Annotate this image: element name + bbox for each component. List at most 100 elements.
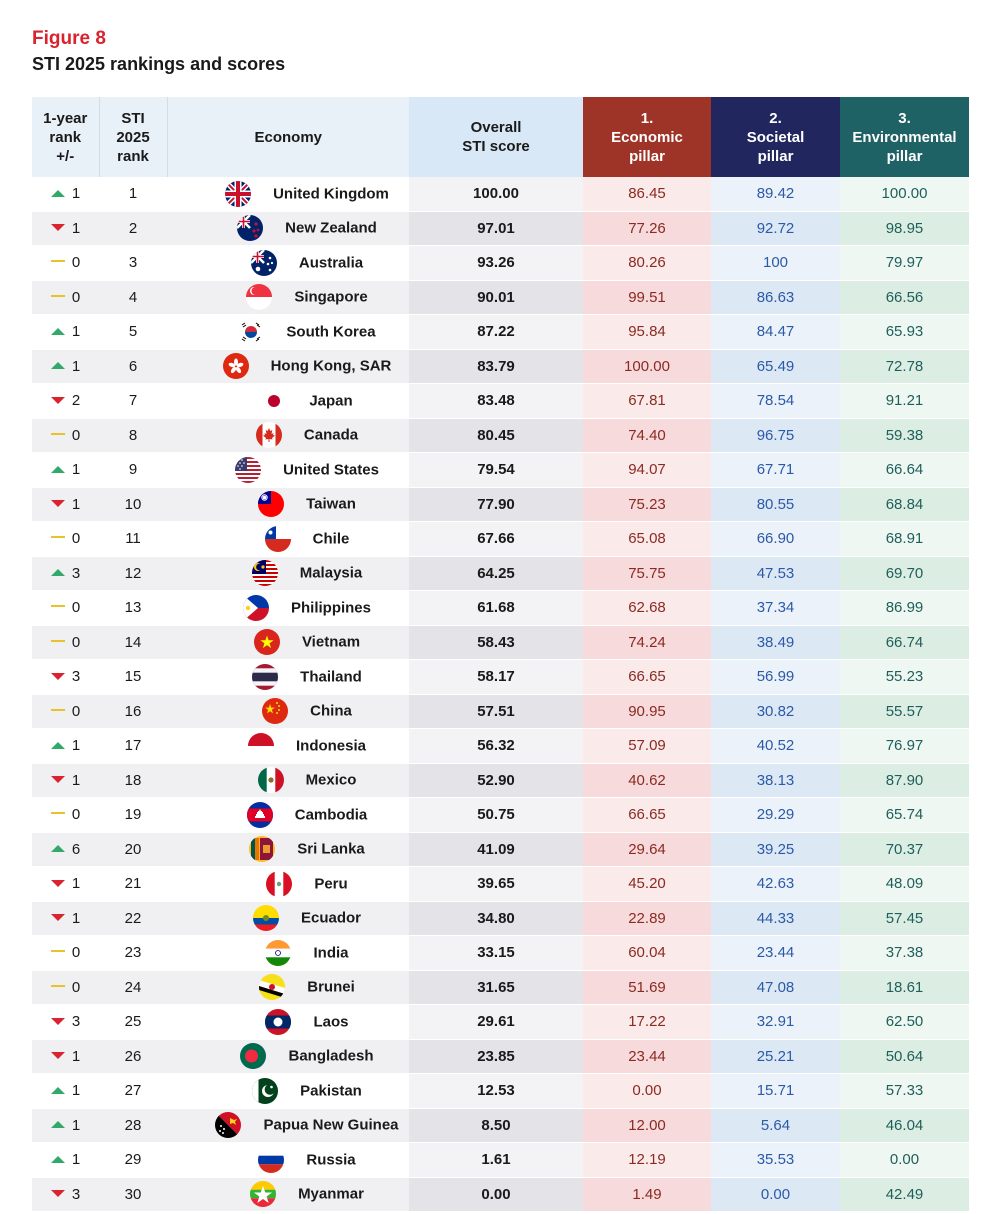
economy-cell: Philippines: [167, 590, 409, 626]
overall-score-cell: 31.65: [409, 970, 583, 1005]
rank-change-value: 1: [71, 323, 81, 341]
overall-score-cell: 90.01: [409, 280, 583, 315]
rank-change-cell: 0: [32, 590, 99, 626]
overall-score-cell: 39.65: [409, 866, 583, 902]
economy-name: Ecuador: [300, 909, 361, 927]
overall-score-cell: 50.75: [409, 797, 583, 833]
rank-change-value: 0: [71, 288, 81, 306]
rank-change-value: 0: [71, 806, 81, 824]
economic-pillar-cell: 95.84: [583, 314, 711, 350]
table-row: 1 9 United States 79.54 94.07 67.71 66.64: [32, 452, 969, 488]
rank-change-cell: 3: [32, 556, 99, 591]
societal-pillar-cell: 35.53: [711, 1142, 840, 1178]
economic-pillar-cell: 40.62: [583, 763, 711, 798]
chile-flag-icon: [264, 525, 291, 552]
rank-change-value: 1: [71, 357, 81, 375]
overall-score-cell: 34.80: [409, 901, 583, 936]
header-text: 2025: [116, 128, 150, 146]
economic-pillar-cell: 66.65: [583, 797, 711, 833]
header-text: pillar: [757, 147, 794, 165]
table-row: 1 27 Pakistan 12.53 0.00 15.71 57.33: [32, 1073, 969, 1109]
environmental-pillar-cell: 68.91: [840, 521, 969, 557]
up-arrow-icon: [50, 1086, 65, 1094]
environmental-pillar-cell: 66.56: [840, 280, 969, 315]
economy-name: Malaysia: [299, 564, 363, 582]
economic-pillar-cell: 60.04: [583, 935, 711, 971]
economic-pillar-cell: 51.69: [583, 970, 711, 1005]
societal-pillar-cell: 39.25: [711, 832, 840, 867]
header-text: STI: [121, 109, 145, 127]
header-societal-pillar: 2. Societal pillar: [711, 97, 840, 177]
down-arrow-icon: [50, 776, 65, 784]
economy-name: Singapore: [294, 288, 368, 306]
overall-score-cell: 0.00: [409, 1177, 583, 1212]
hong-kong-flag-icon: [222, 353, 249, 380]
table-row: 3 25 Laos 29.61 17.22 32.91 62.50: [32, 1004, 969, 1040]
table-row: 1 1 United Kingdom 100.00 86.45 89.42 100.00: [32, 177, 969, 212]
economy-cell: Hong Kong, SAR: [167, 349, 409, 384]
overall-score-cell: 61.68: [409, 590, 583, 626]
philippines-flag-icon: [242, 594, 269, 621]
table-row: 1 6 Hong Kong, SAR 83.79 100.00 65.49 72.78: [32, 349, 969, 384]
header-economy: Economy: [167, 97, 409, 177]
rank-change-value: 1: [71, 1151, 81, 1169]
economic-pillar-cell: 45.20: [583, 866, 711, 902]
down-arrow-icon: [50, 879, 65, 887]
economic-pillar-cell: 17.22: [583, 1004, 711, 1040]
thailand-flag-icon: [252, 663, 279, 690]
economy-name: Pakistan: [300, 1082, 362, 1100]
societal-pillar-cell: 32.91: [711, 1004, 840, 1040]
societal-pillar-cell: 29.29: [711, 797, 840, 833]
overall-score-cell: 67.66: [409, 521, 583, 557]
economy-name: Taiwan: [306, 495, 356, 513]
malaysia-flag-icon: [251, 560, 278, 587]
sti-rank-cell: 21: [99, 866, 167, 902]
sti-rank-cell: 3: [99, 245, 167, 281]
sti-rank-cell: 14: [99, 625, 167, 660]
environmental-pillar-cell: 66.64: [840, 452, 969, 488]
header-row: 1-year rank +/- STI 2025 rank Economy Ov…: [32, 97, 969, 177]
economic-pillar-cell: 100.00: [583, 349, 711, 384]
header-text: STI score: [462, 138, 530, 155]
table-row: 0 19 Cambodia 50.75 66.65 29.29 65.74: [32, 797, 969, 833]
environmental-pillar-cell: 69.70: [840, 556, 969, 591]
economy-cell: Myanmar: [167, 1177, 409, 1212]
figure-label: Figure 8: [32, 28, 106, 49]
header-economic-pillar: 1. Economic pillar: [583, 97, 711, 177]
up-arrow-icon: [50, 465, 65, 473]
economic-pillar-cell: 77.26: [583, 211, 711, 246]
societal-pillar-cell: 66.90: [711, 521, 840, 557]
header-rank-change: 1-year rank +/-: [32, 97, 100, 177]
economy-name: Australia: [298, 254, 364, 272]
economy-cell: United Kingdom: [167, 177, 409, 212]
rank-change-value: 1: [71, 875, 81, 893]
economic-pillar-cell: 66.65: [583, 659, 711, 695]
environmental-pillar-cell: 18.61: [840, 970, 969, 1005]
rank-change-value: 6: [71, 840, 81, 858]
economy-name: Canada: [303, 426, 359, 444]
societal-pillar-cell: 5.64: [711, 1108, 840, 1143]
no-change-icon: [50, 812, 65, 815]
economy-name: Indonesia: [295, 737, 366, 755]
header-text: Overall: [470, 119, 522, 136]
economic-pillar-cell: 90.95: [583, 694, 711, 729]
environmental-pillar-cell: 50.64: [840, 1039, 969, 1074]
down-arrow-icon: [50, 672, 65, 680]
economy-cell: Thailand: [167, 659, 409, 695]
sti-rank-cell: 22: [99, 901, 167, 936]
sti-rank-cell: 30: [99, 1177, 167, 1212]
overall-score-cell: 77.90: [409, 487, 583, 522]
rank-change-value: 0: [71, 426, 81, 444]
economy-cell: Ecuador: [167, 901, 409, 936]
header-sti-rank: STI 2025 rank: [99, 97, 168, 177]
economy-name: Japan: [309, 392, 353, 410]
table-row: 2 7 Japan 83.48 67.81 78.54 91.21: [32, 383, 969, 419]
environmental-pillar-cell: 91.21: [840, 383, 969, 419]
rank-change-cell: 2: [32, 383, 99, 419]
overall-score-cell: 41.09: [409, 832, 583, 867]
rank-change-value: 0: [71, 633, 81, 651]
environmental-pillar-cell: 46.04: [840, 1108, 969, 1143]
overall-score-cell: 12.53: [409, 1073, 583, 1109]
no-change-icon: [50, 984, 65, 987]
economy-cell: Sri Lanka: [167, 832, 409, 867]
